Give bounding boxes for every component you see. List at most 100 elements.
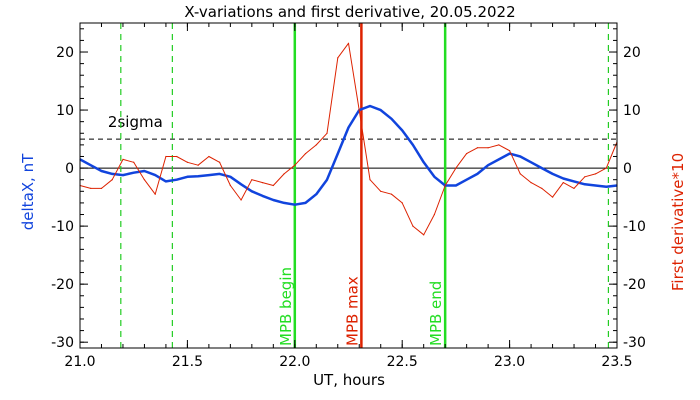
ytick-right-label-1: -20 bbox=[623, 277, 646, 293]
series-0-point-14 bbox=[229, 176, 231, 178]
series-1-point-3 bbox=[111, 179, 113, 181]
axes: 21.0 21.5 22.0 22.5 23.0 23.5 -30 -30 -20 -20 -10 -… bbox=[51, 23, 646, 370]
series-0-point-22 bbox=[315, 193, 317, 195]
series-0-point-48 bbox=[594, 184, 597, 187]
series-1-point-46 bbox=[573, 187, 575, 190]
series-0-point-12 bbox=[208, 174, 210, 176]
series-1-point-45 bbox=[562, 181, 564, 184]
series-0-point-37 bbox=[476, 173, 478, 175]
series-0-point-24 bbox=[337, 152, 339, 155]
series-1-point-39 bbox=[498, 144, 500, 146]
vline-label-3: MPB begin bbox=[277, 267, 295, 346]
ytick-left-label-2: -10 bbox=[51, 219, 74, 235]
series-0-point-33 bbox=[433, 176, 436, 178]
series-1-point-28 bbox=[380, 190, 382, 192]
series-0-point-42 bbox=[530, 161, 532, 163]
series-0-point-7 bbox=[154, 174, 156, 176]
series-1-point-25 bbox=[347, 42, 350, 44]
x-axis-label: UT, hours bbox=[313, 371, 385, 389]
series-1-point-24 bbox=[337, 57, 339, 59]
series-0-point-15 bbox=[240, 183, 242, 185]
ytick-left-label-3: 0 bbox=[65, 161, 74, 177]
series-1-point-6 bbox=[143, 179, 146, 181]
series-1-point-18 bbox=[272, 184, 274, 187]
xtick-label-0: 21.0 bbox=[64, 354, 95, 370]
series-1-point-30 bbox=[401, 202, 403, 204]
vline-label-5: MPB end bbox=[427, 281, 445, 346]
ytick-right-label-4: 10 bbox=[623, 103, 641, 119]
vline-label-4: MPB max bbox=[343, 276, 361, 346]
series-0-point-32 bbox=[423, 161, 425, 163]
series-1-point-33 bbox=[433, 213, 436, 216]
series-0-point-41 bbox=[519, 155, 521, 158]
series-0-point-11 bbox=[197, 175, 199, 177]
series-1-point-37 bbox=[476, 147, 478, 149]
series-0-point-36 bbox=[466, 179, 468, 181]
series-1-point-14 bbox=[229, 184, 231, 187]
series-1-point-9 bbox=[176, 155, 178, 158]
series-1-point-11 bbox=[197, 164, 199, 166]
series-0-point-5 bbox=[133, 172, 135, 174]
ytick-right-label-3: 0 bbox=[623, 161, 632, 177]
series-1-point-8 bbox=[165, 155, 167, 158]
series-1-point-29 bbox=[390, 193, 393, 195]
series-0-point-39 bbox=[498, 158, 500, 160]
series-0-point-21 bbox=[304, 202, 307, 204]
series-1-point-49 bbox=[605, 167, 607, 169]
series-0-point-23 bbox=[326, 179, 328, 181]
series-1-point-41 bbox=[519, 173, 521, 175]
ytick-right-label-5: 20 bbox=[623, 45, 641, 61]
series-0-point-10 bbox=[186, 176, 188, 178]
series-1-point-23 bbox=[326, 132, 328, 134]
series-0-point-6 bbox=[143, 170, 146, 172]
series-0-point-45 bbox=[562, 177, 564, 180]
series-1-point-43 bbox=[541, 187, 543, 190]
ytick-left-label-0: -30 bbox=[51, 335, 74, 351]
series-0-point-44 bbox=[551, 173, 554, 175]
series-1-point-31 bbox=[412, 225, 414, 227]
series-1-point-34 bbox=[444, 184, 446, 187]
series-0-point-43 bbox=[541, 167, 543, 169]
series-0-point-9 bbox=[176, 179, 178, 181]
series-0-point-30 bbox=[401, 129, 403, 131]
series-1-point-16 bbox=[251, 179, 253, 181]
series-1-point-36 bbox=[466, 152, 468, 155]
ytick-left-label-5: 20 bbox=[56, 45, 74, 61]
series-1-point-27 bbox=[369, 179, 371, 181]
series-1-point-22 bbox=[315, 144, 317, 146]
xtick-label-2: 22.0 bbox=[279, 354, 310, 370]
series-1-point-20 bbox=[294, 164, 296, 166]
series-1-point-40 bbox=[509, 150, 511, 152]
series-0-point-19 bbox=[283, 202, 285, 204]
series-0-point-17 bbox=[261, 195, 264, 197]
series-0-point-29 bbox=[390, 118, 393, 120]
series-0-point-4 bbox=[122, 174, 124, 176]
series-1-point-26 bbox=[358, 109, 360, 111]
chart-title: X-variations and first derivative, 20.05… bbox=[184, 3, 515, 21]
series-1-point-2 bbox=[100, 187, 103, 190]
series-1-point-32 bbox=[423, 234, 425, 236]
series-1-point-35 bbox=[455, 167, 457, 169]
series-1-point-13 bbox=[219, 161, 221, 163]
series-1-point-15 bbox=[240, 199, 242, 201]
ytick-left-label-4: 10 bbox=[56, 103, 74, 119]
series-1-point-19 bbox=[283, 173, 285, 175]
ytick-left-label-1: -20 bbox=[51, 277, 74, 293]
series-1-point-12 bbox=[208, 155, 210, 158]
series-0-point-16 bbox=[251, 190, 253, 192]
plot-frame bbox=[79, 22, 618, 349]
xtick-label-3: 22.5 bbox=[387, 354, 418, 370]
series-0-point-38 bbox=[487, 164, 489, 166]
series-1-point-10 bbox=[186, 161, 188, 163]
series-0-point-35 bbox=[455, 184, 457, 187]
series-1-point-1 bbox=[90, 187, 92, 190]
series-1-point-44 bbox=[551, 196, 554, 198]
series-1-point-21 bbox=[304, 152, 307, 155]
series-0-point-27 bbox=[369, 105, 371, 107]
series-0-point-13 bbox=[219, 173, 221, 175]
threshold-label: 2sigma bbox=[108, 113, 163, 131]
series-0-point-28 bbox=[380, 109, 382, 111]
series-1-point-42 bbox=[530, 181, 532, 184]
